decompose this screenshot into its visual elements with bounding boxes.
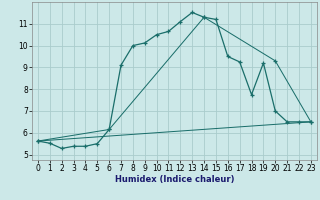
X-axis label: Humidex (Indice chaleur): Humidex (Indice chaleur)	[115, 175, 234, 184]
